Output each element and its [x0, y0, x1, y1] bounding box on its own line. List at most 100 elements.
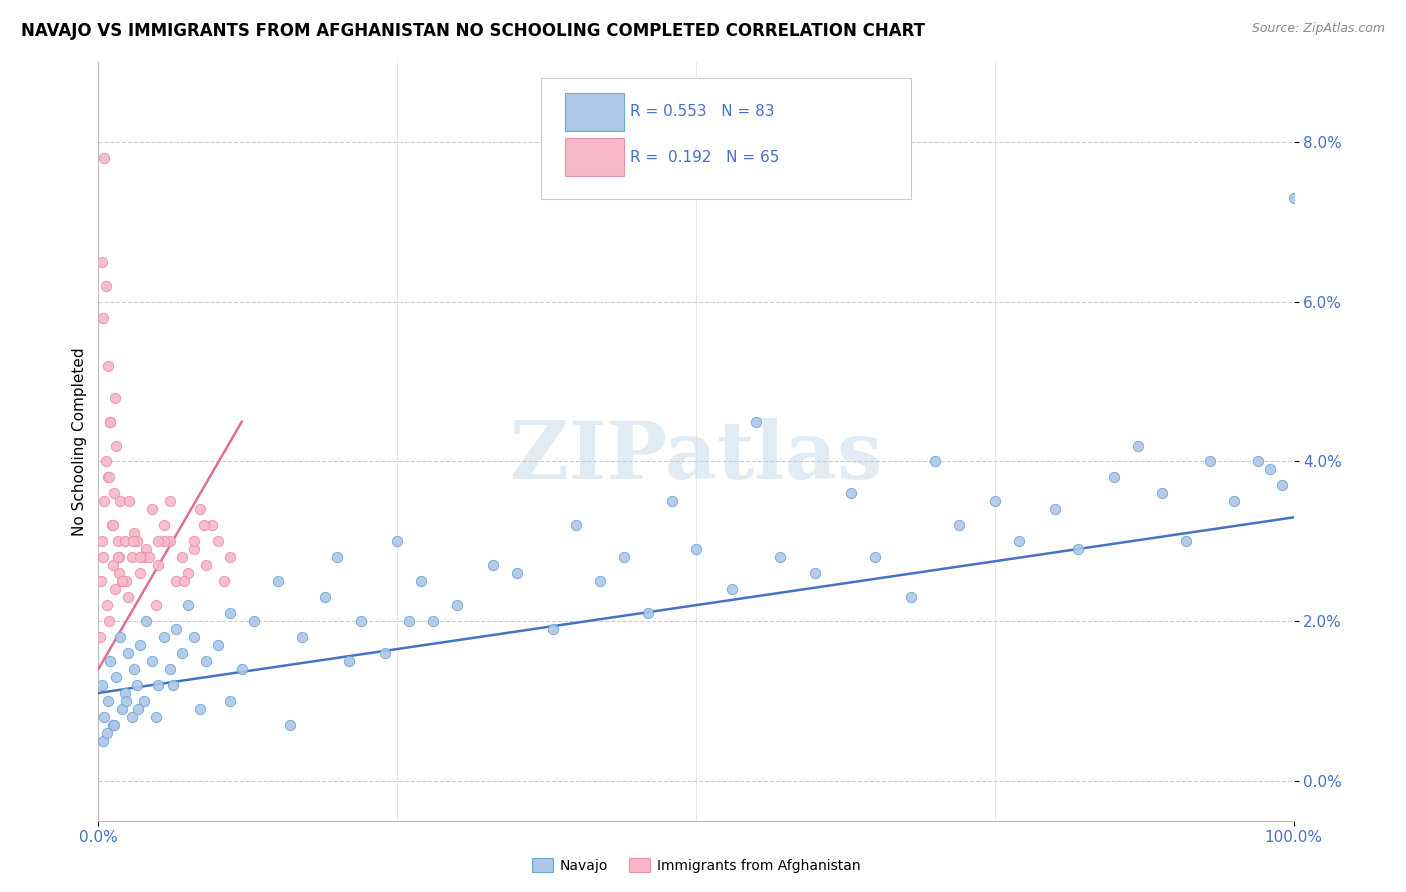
Point	[121, 710, 143, 724]
Point	[565, 518, 588, 533]
Point	[124, 526, 146, 541]
Point	[948, 518, 970, 533]
Point	[114, 534, 136, 549]
Point	[1104, 470, 1126, 484]
Point	[100, 518, 122, 533]
Point	[482, 558, 505, 573]
Point	[132, 550, 155, 565]
Point	[924, 454, 946, 468]
Point	[984, 494, 1007, 508]
Point	[1067, 542, 1090, 557]
Point	[111, 702, 134, 716]
Point	[721, 582, 744, 597]
Point	[91, 534, 114, 549]
Point	[1247, 454, 1270, 468]
Point	[326, 550, 349, 565]
Point	[804, 566, 827, 581]
Point	[96, 598, 118, 612]
Point	[541, 622, 564, 636]
Point	[278, 718, 301, 732]
Point	[422, 614, 444, 628]
FancyBboxPatch shape	[565, 93, 624, 130]
Point	[97, 359, 120, 373]
Point	[98, 415, 122, 429]
Point	[243, 614, 266, 628]
Point	[117, 590, 139, 604]
Legend: Navajo, Immigrants from Afghanistan: Navajo, Immigrants from Afghanistan	[526, 852, 866, 878]
Point	[1223, 494, 1246, 508]
Point	[107, 550, 129, 565]
Point	[105, 670, 128, 684]
Point	[219, 694, 242, 708]
Point	[97, 470, 120, 484]
Point	[115, 694, 138, 708]
Point	[446, 598, 468, 612]
Point	[125, 534, 148, 549]
Y-axis label: No Schooling Completed: No Schooling Completed	[72, 347, 87, 536]
Point	[148, 558, 170, 573]
Point	[315, 590, 337, 604]
Point	[193, 518, 215, 533]
Point	[125, 678, 148, 692]
Point	[91, 678, 114, 692]
Point	[188, 702, 211, 716]
FancyBboxPatch shape	[541, 78, 911, 199]
Point	[613, 550, 636, 565]
Point	[231, 662, 253, 676]
Point	[1271, 478, 1294, 492]
Point	[94, 279, 117, 293]
Point	[89, 630, 111, 644]
Point	[173, 574, 195, 589]
Point	[90, 574, 112, 589]
Point	[132, 694, 155, 708]
Point	[98, 654, 122, 668]
Point	[138, 550, 160, 565]
Point	[93, 710, 115, 724]
Point	[103, 718, 125, 732]
Point	[107, 566, 129, 581]
Point	[91, 310, 114, 325]
Text: NAVAJO VS IMMIGRANTS FROM AFGHANISTAN NO SCHOOLING COMPLETED CORRELATION CHART: NAVAJO VS IMMIGRANTS FROM AFGHANISTAN NO…	[21, 22, 925, 40]
Point	[1008, 534, 1031, 549]
Point	[101, 718, 124, 732]
Point	[385, 534, 409, 549]
Point	[589, 574, 612, 589]
Point	[165, 622, 187, 636]
Point	[135, 542, 157, 557]
Point	[195, 654, 218, 668]
Point	[165, 574, 187, 589]
FancyBboxPatch shape	[565, 138, 624, 177]
Point	[101, 518, 124, 533]
Point	[769, 550, 792, 565]
Point	[96, 726, 118, 740]
Point	[129, 638, 152, 652]
Point	[661, 494, 683, 508]
Text: R = 0.553   N = 83: R = 0.553 N = 83	[630, 104, 775, 120]
Point	[865, 550, 887, 565]
Point	[115, 574, 138, 589]
Point	[183, 542, 205, 557]
Point	[1175, 534, 1198, 549]
Point	[172, 550, 194, 565]
Point	[148, 678, 170, 692]
Point	[900, 590, 922, 604]
Point	[122, 534, 145, 549]
Point	[117, 646, 139, 660]
Point	[94, 454, 117, 468]
Text: Source: ZipAtlas.com: Source: ZipAtlas.com	[1251, 22, 1385, 36]
Point	[141, 654, 163, 668]
Point	[1199, 454, 1222, 468]
Point	[1258, 462, 1281, 476]
Point	[114, 686, 136, 700]
Point	[107, 550, 129, 565]
Point	[104, 391, 127, 405]
Point	[105, 438, 128, 452]
Point	[111, 574, 134, 589]
Point	[108, 630, 131, 644]
Point	[1282, 191, 1305, 205]
Point	[145, 710, 167, 724]
Point	[145, 598, 167, 612]
Point	[841, 486, 863, 500]
Point	[172, 646, 194, 660]
Point	[98, 470, 121, 484]
